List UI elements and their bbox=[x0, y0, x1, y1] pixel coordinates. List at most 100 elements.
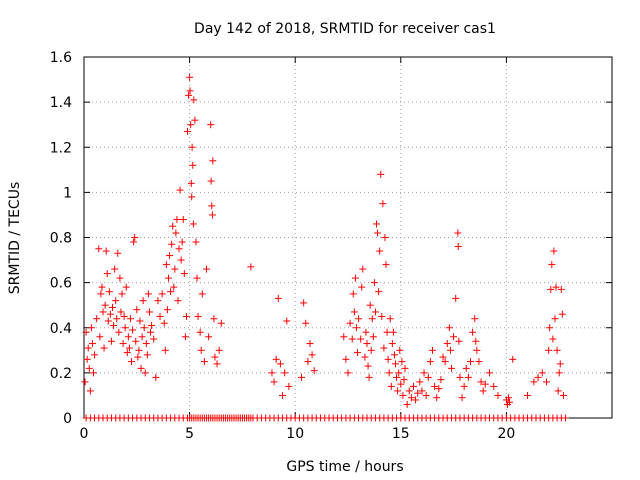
data-point bbox=[191, 116, 199, 124]
data-point bbox=[416, 378, 424, 386]
x-tick-label: 10 bbox=[286, 426, 304, 442]
data-point bbox=[351, 274, 359, 282]
y-tick-label: 0.4 bbox=[50, 321, 72, 337]
y-tick-label: 0 bbox=[63, 411, 72, 427]
data-point bbox=[371, 308, 379, 316]
data-point bbox=[169, 222, 177, 230]
data-point bbox=[123, 349, 131, 357]
data-point bbox=[281, 369, 289, 377]
data-point bbox=[141, 369, 149, 377]
data-point bbox=[389, 328, 397, 336]
data-point bbox=[466, 358, 474, 366]
data-point bbox=[210, 315, 218, 323]
data-point bbox=[556, 360, 564, 368]
data-point bbox=[388, 340, 396, 348]
data-point bbox=[209, 157, 217, 165]
data-point bbox=[405, 387, 413, 395]
data-point bbox=[368, 315, 376, 323]
data-point bbox=[394, 387, 402, 395]
data-point bbox=[129, 326, 137, 334]
y-tick-label: 1.2 bbox=[50, 140, 72, 156]
data-point bbox=[392, 360, 400, 368]
data-point bbox=[116, 274, 124, 282]
data-point bbox=[505, 394, 513, 402]
data-point bbox=[380, 344, 388, 352]
data-point bbox=[407, 394, 415, 402]
data-point bbox=[546, 324, 554, 332]
data-point bbox=[103, 270, 111, 278]
data-point bbox=[272, 355, 280, 363]
data-point bbox=[186, 73, 194, 81]
data-point bbox=[147, 328, 155, 336]
data-point bbox=[112, 297, 120, 305]
data-point bbox=[189, 220, 197, 228]
data-point bbox=[475, 358, 483, 366]
data-point bbox=[179, 215, 187, 223]
data-point bbox=[426, 358, 434, 366]
data-point bbox=[530, 378, 538, 386]
data-point bbox=[534, 373, 542, 381]
data-point bbox=[98, 283, 106, 291]
data-point bbox=[298, 373, 306, 381]
data-point bbox=[163, 306, 171, 314]
data-point bbox=[401, 364, 409, 372]
data-point bbox=[384, 355, 392, 363]
y-tick-label: 0.6 bbox=[50, 276, 72, 292]
data-point bbox=[182, 312, 190, 320]
data-point bbox=[188, 193, 196, 201]
data-point bbox=[106, 310, 114, 318]
data-point bbox=[172, 229, 180, 237]
data-point bbox=[137, 364, 145, 372]
data-point bbox=[399, 391, 407, 399]
data-point bbox=[166, 252, 174, 260]
data-point bbox=[553, 346, 561, 354]
data-point bbox=[397, 380, 405, 388]
data-point bbox=[437, 376, 445, 384]
data-point bbox=[486, 369, 494, 377]
data-point bbox=[135, 346, 143, 354]
data-point bbox=[355, 315, 363, 323]
data-point bbox=[144, 290, 152, 298]
data-point bbox=[450, 333, 458, 341]
data-point bbox=[276, 360, 284, 368]
data-point bbox=[181, 333, 189, 341]
data-point bbox=[85, 364, 93, 372]
data-point bbox=[207, 177, 215, 185]
data-point bbox=[113, 315, 121, 323]
data-point bbox=[88, 340, 96, 348]
data-point bbox=[543, 378, 551, 386]
data-point bbox=[350, 308, 358, 316]
data-point bbox=[562, 414, 570, 422]
data-point bbox=[549, 335, 557, 343]
data-point bbox=[400, 376, 408, 384]
data-point bbox=[414, 389, 422, 397]
data-point bbox=[128, 358, 136, 366]
data-point bbox=[524, 391, 532, 399]
data-point bbox=[361, 353, 369, 361]
data-point bbox=[375, 288, 383, 296]
y-tick-label: 1 bbox=[63, 185, 72, 201]
y-tick-label: 1.6 bbox=[50, 50, 72, 66]
data-point bbox=[198, 290, 206, 298]
data-point bbox=[358, 283, 366, 291]
data-point bbox=[126, 315, 134, 323]
data-point bbox=[428, 346, 436, 354]
data-point bbox=[552, 283, 560, 291]
data-point bbox=[97, 290, 105, 298]
y-tick-label: 0.8 bbox=[50, 231, 72, 247]
data-point bbox=[439, 353, 447, 361]
data-point bbox=[559, 391, 567, 399]
data-point bbox=[412, 396, 420, 404]
data-point bbox=[120, 312, 128, 320]
data-point bbox=[164, 274, 172, 282]
data-point bbox=[99, 308, 107, 316]
data-point bbox=[364, 362, 372, 370]
data-point bbox=[154, 297, 162, 305]
data-point bbox=[446, 346, 454, 354]
data-point bbox=[383, 328, 391, 336]
data-point bbox=[188, 143, 196, 151]
data-point bbox=[302, 319, 310, 327]
data-point bbox=[409, 382, 417, 390]
data-point bbox=[379, 200, 387, 208]
data-point bbox=[134, 353, 142, 361]
